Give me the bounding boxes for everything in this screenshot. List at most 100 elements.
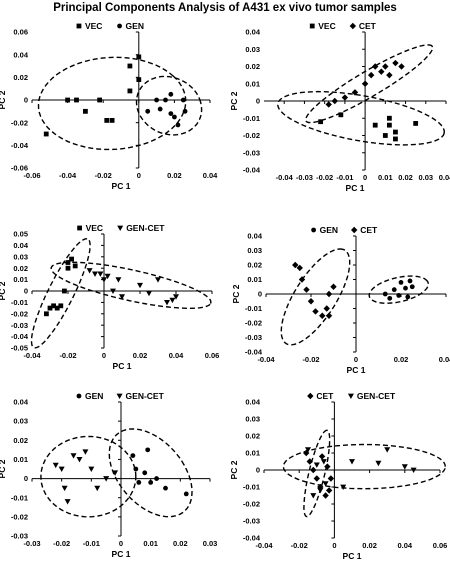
data-point — [64, 499, 71, 505]
y-tick-label: -0.06 — [11, 164, 28, 173]
y-tick-label: 0.04 — [245, 28, 260, 37]
y-tick-label: 0.01 — [13, 275, 28, 284]
data-point — [310, 493, 317, 499]
data-point — [97, 271, 104, 277]
x-tick-label: -0.04 — [59, 171, 77, 180]
data-point — [86, 268, 93, 274]
figure-title: Principal Components Analysis of A431 ex… — [53, 2, 397, 14]
x-axis-label: PC 1 — [346, 183, 365, 193]
x-tick-label: 0.04 — [169, 351, 184, 360]
y-tick-label: 0.01 — [245, 79, 260, 88]
x-tick-label: -0.04 — [255, 541, 273, 550]
y-tick-label: 0.04 — [13, 398, 28, 407]
data-point — [307, 298, 315, 305]
legend-marker — [307, 392, 314, 400]
x-tick-label: 0.01 — [378, 173, 393, 182]
x-tick-label: 0.04 — [439, 355, 450, 364]
data-point — [145, 447, 151, 453]
data-point — [109, 118, 115, 123]
x-tick-label: -0.06 — [23, 171, 40, 180]
x-tick-label: 0 — [332, 541, 336, 550]
data-point — [386, 115, 392, 121]
y-tick-label: -0.03 — [11, 532, 28, 541]
data-point — [323, 305, 330, 312]
x-tick-label: 0.03 — [418, 173, 433, 182]
data-point — [392, 59, 399, 67]
data-point — [183, 491, 189, 497]
x-tick-label: 0 — [137, 171, 141, 180]
y-tick-label: -0.02 — [11, 118, 28, 127]
legend-label: VEC — [85, 21, 102, 31]
y-tick-label: -0.02 — [243, 131, 260, 140]
y-tick-label: -0.03 — [11, 321, 28, 330]
y-tick-label: 0.03 — [245, 415, 260, 424]
data-point — [327, 475, 335, 482]
data-point — [163, 485, 168, 491]
legend-label: GEN — [126, 21, 144, 31]
data-point — [154, 97, 160, 103]
data-point — [180, 97, 186, 103]
panel-2: -0.04-0.03-0.02-0.0100.010.020.030.04-0.… — [229, 21, 450, 193]
y-tick-label: 0.01 — [247, 275, 262, 284]
cluster-ellipse — [50, 261, 212, 309]
data-point — [76, 457, 83, 463]
y-tick-label: -0.03 — [243, 148, 260, 157]
y-tick-label: 0.03 — [245, 45, 260, 54]
y-tick-label: 0.04 — [247, 232, 262, 241]
data-point — [92, 271, 98, 277]
y-tick-label: -0.01 — [11, 493, 28, 502]
data-point — [136, 77, 142, 82]
y-tick-label: 0 — [258, 290, 262, 299]
data-point — [401, 464, 408, 470]
y-axis-label: PC 2 — [0, 459, 7, 478]
x-axis-label: PC 1 — [112, 549, 131, 559]
data-point — [318, 453, 326, 460]
data-point — [104, 273, 111, 280]
x-tick-label: -0.04 — [257, 355, 275, 364]
data-point — [172, 114, 177, 120]
legend-marker — [347, 393, 354, 399]
legend-label: GEN — [320, 225, 338, 235]
y-tick-label: -0.02 — [11, 512, 28, 521]
data-point — [168, 91, 174, 97]
y-axis-label: PC 2 — [231, 284, 241, 303]
y-axis-label: PC 2 — [0, 90, 7, 109]
x-tick-label: 0.02 — [394, 355, 409, 364]
data-point — [325, 312, 333, 319]
data-point — [303, 286, 310, 293]
data-point — [325, 101, 332, 108]
x-tick-label: -0.04 — [276, 173, 294, 182]
data-point — [306, 458, 313, 465]
x-tick-label: 0.06 — [433, 541, 448, 550]
data-point — [322, 492, 329, 499]
y-tick-label: 0.02 — [245, 432, 260, 441]
cluster-ellipse — [304, 44, 434, 124]
legend-label: CET — [316, 391, 334, 401]
y-tick-label: 0.03 — [247, 246, 262, 255]
x-tick-label: 0.04 — [203, 171, 218, 180]
y-tick-label: 0.04 — [13, 50, 28, 59]
data-point — [103, 476, 110, 482]
x-axis-label: PC 1 — [347, 365, 366, 375]
legend-marker — [117, 23, 122, 29]
data-point — [378, 68, 385, 75]
data-point — [351, 89, 359, 96]
x-axis-label: PC 1 — [343, 551, 362, 561]
y-tick-label: 0.04 — [245, 398, 260, 407]
data-point — [94, 485, 101, 492]
data-point — [403, 285, 408, 291]
data-point — [51, 303, 56, 309]
data-point — [74, 97, 79, 103]
data-point — [384, 447, 391, 453]
data-point — [61, 485, 68, 492]
cluster-ellipse — [30, 238, 91, 349]
x-tick-label: 0.02 — [173, 539, 188, 548]
data-point — [398, 280, 404, 285]
data-point — [182, 108, 188, 114]
cluster-ellipse — [108, 428, 193, 518]
data-point — [58, 466, 65, 472]
x-tick-label: -0.01 — [83, 539, 100, 548]
data-point — [386, 122, 392, 128]
x-tick-label: 0.03 — [203, 539, 218, 548]
data-point — [83, 108, 88, 114]
